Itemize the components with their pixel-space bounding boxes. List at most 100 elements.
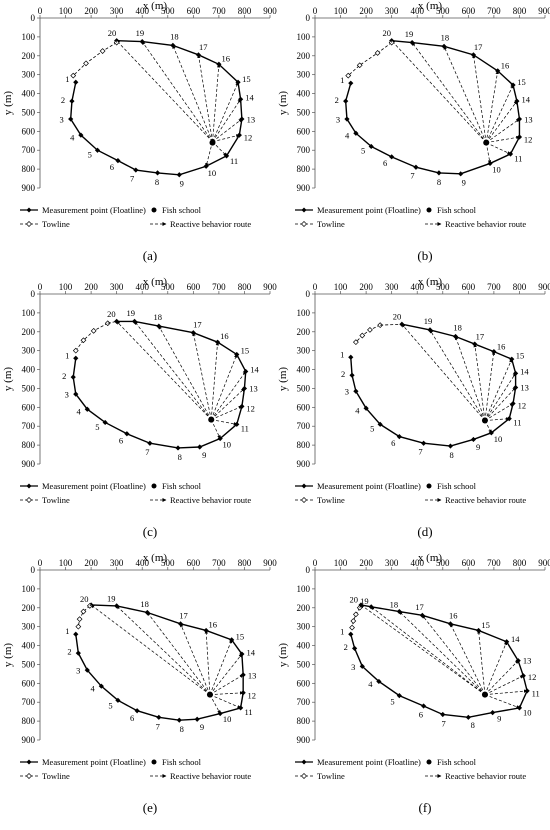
- point-label: 8: [178, 452, 182, 462]
- point-label: 16: [221, 53, 230, 63]
- legend-floatline-marker: [26, 759, 32, 765]
- measurement-point: [349, 372, 355, 378]
- point-label: 15: [517, 77, 526, 87]
- measurement-point: [177, 621, 184, 627]
- point-label: 19: [136, 28, 145, 38]
- measurement-point: [470, 52, 477, 58]
- point-label: 13: [249, 383, 258, 393]
- y-tick-label: 600: [22, 678, 36, 688]
- towline-point: [352, 339, 359, 346]
- point-label: 1: [340, 75, 344, 85]
- x-tick-label: 900: [263, 282, 277, 292]
- point-label: 4: [91, 684, 96, 694]
- y-tick-label: 200: [22, 603, 36, 613]
- measurement-point: [69, 98, 75, 104]
- point-label: 11: [532, 689, 540, 699]
- measurement-point: [217, 710, 223, 717]
- point-label: 17: [179, 610, 188, 620]
- x-tick-label: 400: [410, 6, 424, 16]
- reactive-route-line: [422, 615, 486, 695]
- towline-line: [380, 323, 402, 326]
- y-axis-title: y (m): [277, 643, 289, 667]
- measurement-point: [507, 151, 514, 157]
- legend-fish-label: Fish school: [162, 481, 202, 491]
- point-label: 9: [476, 442, 480, 452]
- measurement-point: [488, 430, 494, 436]
- measurement-point: [240, 690, 246, 696]
- fish-school-point: [209, 139, 216, 146]
- reactive-route-line: [209, 691, 244, 696]
- y-tick-label: 700: [22, 421, 36, 431]
- y-tick-label: 400: [22, 641, 36, 651]
- point-label: 5: [390, 697, 394, 707]
- towline-point: [104, 320, 111, 327]
- towline-point: [113, 39, 120, 46]
- point-label: 5: [95, 422, 99, 432]
- measurement-point: [68, 116, 74, 122]
- measurement-point: [421, 440, 427, 446]
- point-label: 15: [516, 351, 525, 361]
- measurement-point: [353, 130, 359, 136]
- x-axis-title: x (m): [418, 552, 442, 564]
- reactive-route-line: [211, 406, 243, 420]
- point-label: 11: [514, 153, 522, 163]
- towline-point: [388, 39, 395, 46]
- x-tick-label: 400: [135, 558, 149, 568]
- legend-measurement-label: Measurement point (Floatline): [317, 757, 421, 767]
- x-tick-label: 400: [410, 282, 424, 292]
- fish-school-point: [481, 417, 488, 424]
- measurement-point: [344, 116, 350, 122]
- x-tick-label: 200: [84, 282, 98, 292]
- reactive-route-line: [472, 54, 487, 143]
- y-tick-label: 200: [22, 327, 36, 337]
- point-label: 10: [492, 165, 501, 175]
- measurement-point: [513, 370, 519, 376]
- panel-label: (f): [419, 800, 432, 815]
- legend-reactive-label: Reactive behavior route: [170, 495, 251, 505]
- point-label: 9: [200, 722, 204, 732]
- point-label: 8: [155, 177, 159, 187]
- y-tick-label: 0: [31, 13, 36, 23]
- measurement-point: [447, 621, 454, 627]
- point-label: 20: [108, 28, 117, 38]
- point-label: 13: [247, 115, 256, 125]
- panel-label: (d): [417, 524, 432, 539]
- measurement-point: [470, 436, 477, 443]
- point-label: 15: [236, 631, 245, 641]
- y-tick-label: 900: [297, 183, 311, 193]
- point-label: 17: [193, 320, 202, 330]
- reactive-route-line: [116, 40, 213, 142]
- point-label: 18: [154, 312, 163, 322]
- fish-school-point: [206, 691, 213, 698]
- point-label: 6: [383, 158, 387, 168]
- point-label: 11: [245, 707, 253, 717]
- x-tick-label: 800: [513, 6, 527, 16]
- measurement-point: [396, 693, 402, 699]
- y-tick-label: 400: [22, 89, 36, 99]
- x-tick-label: 0: [38, 558, 43, 568]
- measurement-point: [216, 61, 222, 67]
- towline-line: [359, 604, 362, 608]
- towline-point: [80, 337, 87, 344]
- y-tick-label: 500: [22, 383, 36, 393]
- measurement-point: [504, 639, 510, 645]
- measurement-point: [175, 445, 181, 451]
- x-tick-label: 300: [110, 558, 124, 568]
- x-axis-title: x (m): [418, 0, 442, 12]
- point-label: 8: [180, 724, 184, 734]
- measurement-point: [458, 171, 464, 177]
- point-label: 7: [156, 721, 160, 731]
- legend-fish-marker: [426, 207, 432, 213]
- reactive-route-line: [370, 606, 486, 695]
- x-tick-label: 0: [313, 282, 318, 292]
- point-label: 2: [67, 647, 71, 657]
- measurement-point: [73, 631, 79, 637]
- measurement-point: [197, 444, 203, 450]
- point-label: 8: [471, 720, 475, 730]
- measurement-point: [240, 672, 246, 678]
- x-tick-label: 500: [436, 6, 450, 16]
- x-tick-label: 100: [334, 282, 348, 292]
- point-label: 17: [476, 332, 485, 342]
- y-tick-label: 900: [22, 459, 36, 469]
- x-tick-label: 300: [110, 282, 124, 292]
